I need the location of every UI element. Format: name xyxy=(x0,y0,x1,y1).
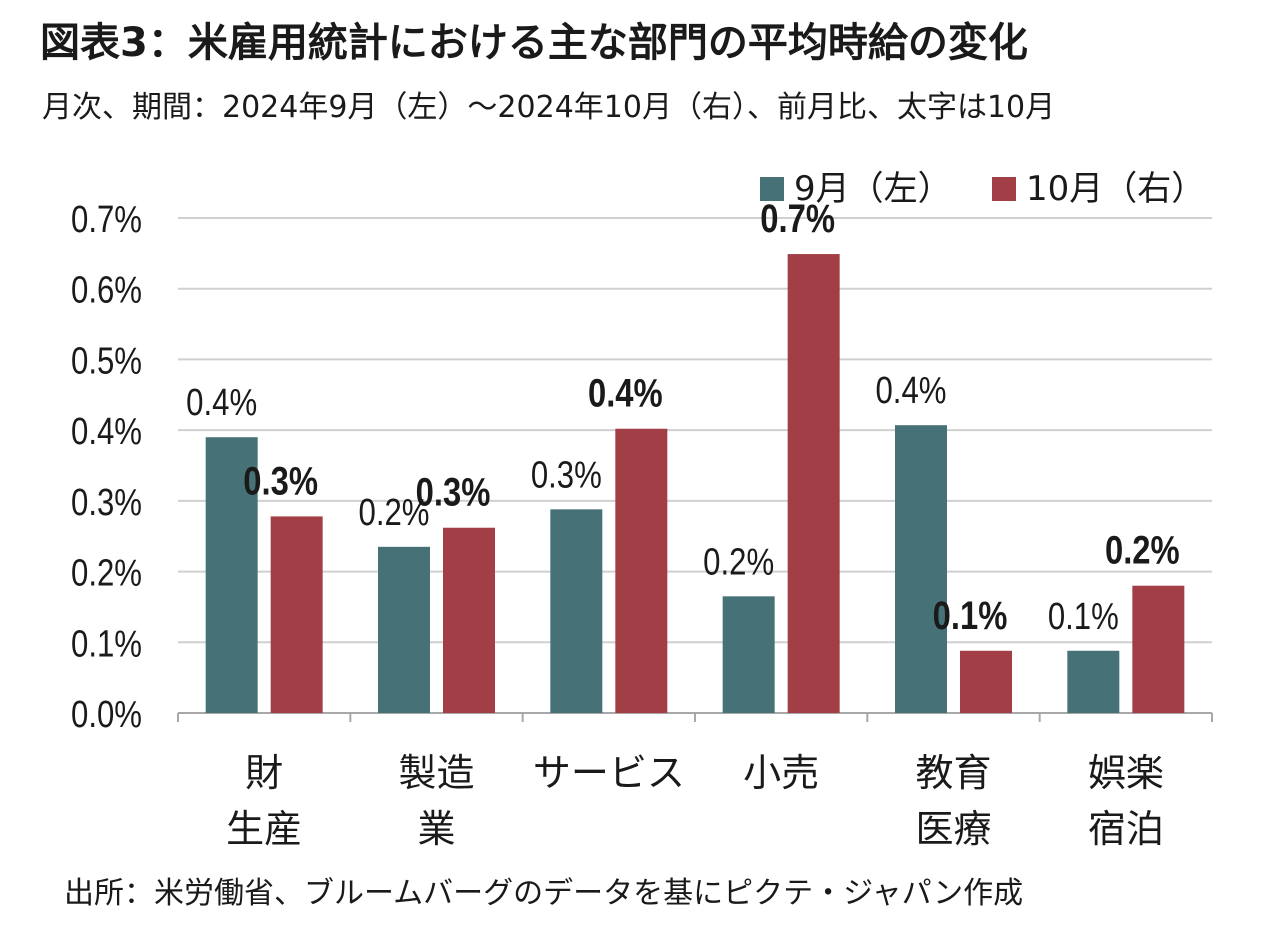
bars xyxy=(205,254,1185,714)
category-label: 製造 xyxy=(398,751,474,795)
data-label-oct: 0.4% xyxy=(588,371,663,416)
category-label: 教育 xyxy=(915,751,991,795)
category-label: 娯楽 xyxy=(1088,751,1164,795)
y-tick-label: 0.0% xyxy=(71,694,142,736)
data-labels: 0.4%0.3%0.2%0.3% 0.3%0.4%0.2%0.7%0.4%0.1%… xyxy=(186,196,1180,638)
data-label-sep: 0.2% xyxy=(703,542,774,584)
category-label: 業 xyxy=(417,807,455,851)
bar-oct xyxy=(1132,585,1185,713)
data-label-oct: 0.1% xyxy=(933,593,1008,638)
chart-subtitle: 月次、期間：2024年9月（左）～2024年10月（右）、前月比、太字は10月 xyxy=(42,90,1056,125)
source-note: 出所：米労働省、ブルームバーグのデータを基にピクテ・ジャパン作成 xyxy=(64,876,1024,911)
y-tick-label: 0.3% xyxy=(71,482,142,524)
data-label-sep: 0.4% xyxy=(186,382,257,424)
bar-sep xyxy=(895,425,947,713)
data-label-sep: 0.2% xyxy=(359,492,430,534)
legend-swatch xyxy=(992,177,1016,201)
data-label-oct: 0.3% xyxy=(416,470,491,515)
bar-oct xyxy=(443,527,495,713)
bar-oct xyxy=(270,516,323,713)
y-tick-label: 0.6% xyxy=(71,270,142,312)
bar-oct xyxy=(787,254,840,714)
y-tick-label: 0.4% xyxy=(71,411,142,453)
legend: 9月（左） 10月（右） xyxy=(760,169,1205,209)
data-label-oct: 0.3% xyxy=(243,458,318,503)
bar-sep xyxy=(722,596,775,713)
bar-sep xyxy=(1067,650,1120,713)
y-axis-ticks: 0.0% 0.1% 0.2% 0.3% 0.4% 0.5% 0.6% 0.7% xyxy=(71,199,142,736)
legend-label: 9月（左） xyxy=(794,169,952,209)
bar-sep xyxy=(378,546,430,713)
legend-swatch xyxy=(760,177,784,201)
y-tick-label: 0.2% xyxy=(71,553,142,595)
category-label: 宿泊 xyxy=(1088,807,1164,851)
data-label-sep: 0.4% xyxy=(876,370,947,412)
x-axis xyxy=(177,712,1213,722)
bar-oct xyxy=(960,650,1012,713)
y-tick-label: 0.1% xyxy=(71,623,142,665)
data-label-oct: 0.7% xyxy=(760,196,835,241)
data-label-oct: 0.2% xyxy=(1105,528,1180,573)
bar-oct xyxy=(615,428,668,713)
legend-label: 10月（右） xyxy=(1026,169,1205,209)
category-label: 小売 xyxy=(743,751,819,795)
y-tick-label: 0.5% xyxy=(71,341,142,383)
category-label: 財 xyxy=(245,751,283,795)
y-tick-label: 0.7% xyxy=(71,199,142,241)
category-label: 医療 xyxy=(915,807,991,851)
data-label-sep: 0.3% xyxy=(531,455,602,497)
category-label: 生産 xyxy=(226,807,302,851)
bar-sep xyxy=(550,509,603,713)
chart-title: 図表3：米雇用統計における主な部門の平均時給の変化 xyxy=(40,20,1028,66)
data-label-sep: 0.1% xyxy=(1048,596,1119,638)
gridlines xyxy=(178,217,1212,644)
category-label: サービス xyxy=(533,751,685,795)
bar-sep xyxy=(205,437,258,713)
